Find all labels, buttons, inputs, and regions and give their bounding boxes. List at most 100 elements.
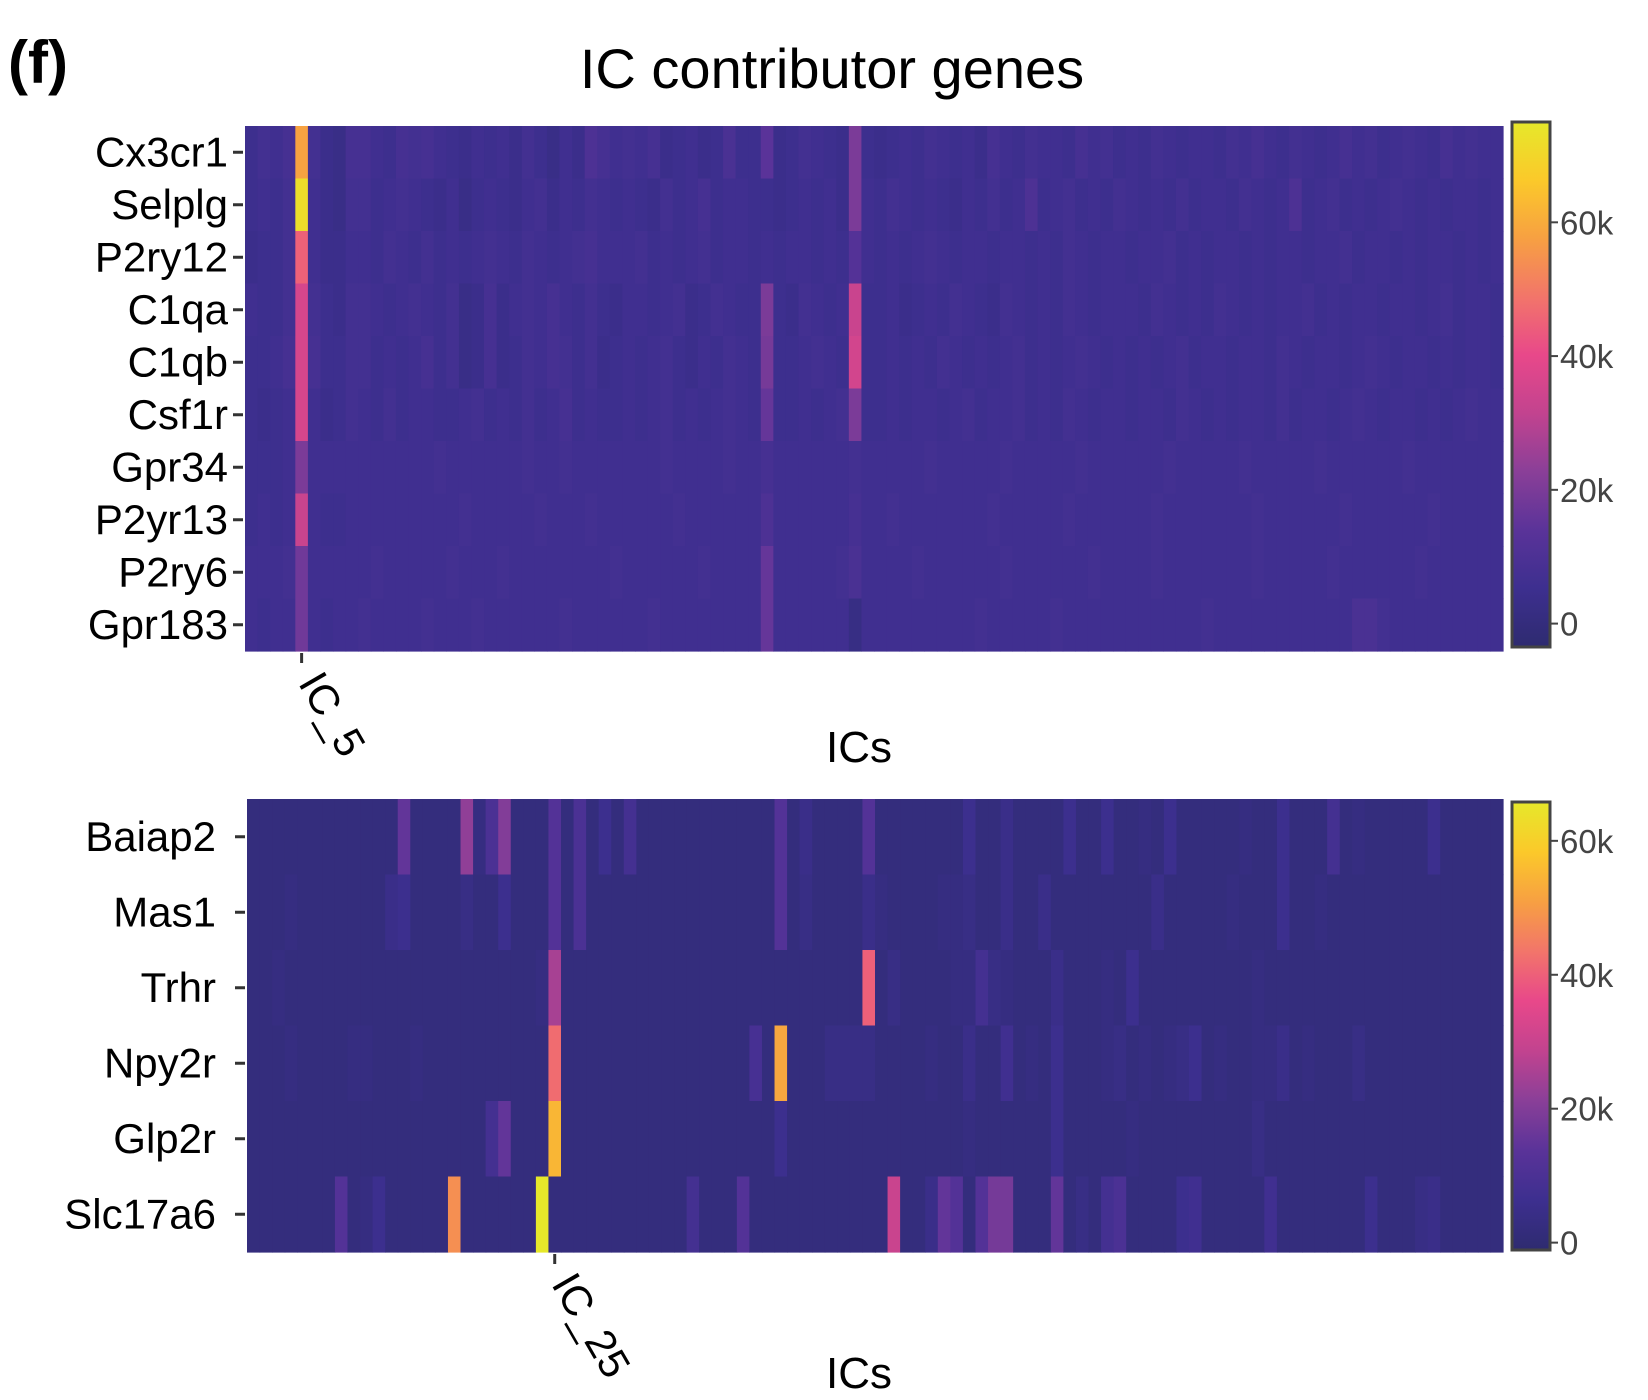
heatmap-cell <box>535 874 550 951</box>
heatmap-cell <box>573 950 587 1027</box>
heatmap-cell <box>270 546 284 600</box>
heatmap-cell <box>421 598 435 652</box>
heatmap-cell <box>598 874 612 951</box>
heatmap-cell <box>546 598 561 652</box>
heatmap-cell <box>1414 388 1429 442</box>
heatmap-cell <box>383 178 397 232</box>
heatmap-cell <box>862 874 876 951</box>
heatmap-cell <box>1037 546 1051 600</box>
heatmap-cell <box>875 1025 889 1102</box>
heatmap-cell <box>460 950 474 1027</box>
heatmap-cell <box>1050 1176 1064 1253</box>
heatmap-cell <box>648 1025 663 1102</box>
heatmap-cell <box>924 546 938 600</box>
heatmap-cell <box>245 493 259 547</box>
heatmap-cell <box>798 546 812 600</box>
heatmap-cell <box>1452 874 1466 951</box>
heatmap-cell <box>408 493 422 547</box>
heatmap-cell <box>874 231 888 285</box>
heatmap-cell <box>1301 388 1315 442</box>
heatmap-cell <box>999 336 1013 390</box>
heatmap-cell <box>484 283 498 337</box>
heatmap-cell <box>1075 598 1089 652</box>
heatmap-cell <box>435 1025 449 1102</box>
heatmap-cell <box>886 126 900 180</box>
heatmap-cell <box>1150 546 1164 600</box>
heatmap-cell <box>975 1176 989 1253</box>
heatmap-cell <box>987 231 1001 285</box>
heatmap-cell <box>949 546 963 600</box>
heatmap-cell <box>523 1101 537 1178</box>
heatmap-cell <box>334 799 349 876</box>
heatmap-cell <box>975 1101 989 1178</box>
heatmap-cell <box>1389 799 1404 876</box>
heatmap-cell <box>1326 178 1341 232</box>
heatmap-cell <box>761 1176 776 1253</box>
heatmap-cell <box>247 1176 261 1253</box>
heatmap-cell <box>333 336 347 390</box>
heatmap-cell <box>523 950 537 1027</box>
heatmap-cell <box>333 283 347 337</box>
heatmap-cell <box>586 950 600 1027</box>
heatmap-cell <box>1226 1101 1240 1178</box>
heatmap-cell <box>546 441 561 495</box>
heatmap-cell <box>1263 126 1278 180</box>
heatmap-cell <box>1326 283 1341 337</box>
row-label: Glp2r <box>113 1115 216 1162</box>
heatmap-cell <box>848 546 863 600</box>
heatmap-cell <box>760 126 774 180</box>
heatmap-cell <box>395 546 410 600</box>
heatmap-cell <box>1037 178 1051 232</box>
heatmap-cell <box>761 950 776 1027</box>
heatmap-cell <box>1440 231 1454 285</box>
heatmap-cell <box>1000 950 1014 1027</box>
heatmap-cell <box>446 546 460 600</box>
heatmap-cell <box>561 1176 575 1253</box>
heatmap-cell <box>1037 598 1051 652</box>
heatmap-cell <box>1377 388 1391 442</box>
heatmap-cell <box>1188 493 1202 547</box>
heatmap-cell <box>433 178 447 232</box>
heatmap-cell <box>1352 950 1366 1027</box>
heatmap-cell <box>358 178 372 232</box>
heatmap-cell <box>433 336 447 390</box>
heatmap-cell <box>1302 799 1316 876</box>
heatmap-cell <box>1427 126 1441 180</box>
heatmap-cell <box>322 1025 336 1102</box>
heatmap-cell <box>785 441 800 495</box>
heatmap-cell <box>458 493 473 547</box>
heatmap-cell <box>988 799 1002 876</box>
heatmap-cell <box>1189 1025 1203 1102</box>
heatmap-cell <box>874 441 888 495</box>
heatmap-cell <box>572 336 586 390</box>
heatmap-cell <box>798 231 812 285</box>
heatmap-cell <box>1088 874 1102 951</box>
heatmap-cell <box>498 1176 512 1253</box>
heatmap-cell <box>561 799 575 876</box>
heatmap-cell <box>1087 231 1102 285</box>
heatmap-cell <box>282 493 296 547</box>
heatmap-cell <box>485 1176 499 1253</box>
heatmap-cell <box>509 388 523 442</box>
heatmap-cell <box>1125 388 1139 442</box>
heatmap-cell <box>1201 126 1215 180</box>
heatmap-cell <box>257 441 271 495</box>
colorbar-tick-label: 20k <box>1560 1091 1614 1128</box>
heatmap-cell <box>521 231 535 285</box>
heatmap-cell <box>523 874 537 951</box>
heatmap-cell <box>724 799 738 876</box>
heatmap-cell <box>421 126 435 180</box>
heatmap-cell <box>559 178 573 232</box>
heatmap-cell <box>284 1025 298 1102</box>
heatmap-cell <box>1024 231 1039 285</box>
heatmap-cell <box>899 283 913 337</box>
heatmap-cell <box>1314 388 1328 442</box>
heatmap-cell <box>634 126 649 180</box>
heatmap-cell <box>559 126 573 180</box>
heatmap-cell <box>798 283 812 337</box>
heatmap-cell <box>1000 1176 1014 1253</box>
heatmap-cell <box>584 126 598 180</box>
heatmap-cell <box>284 874 298 951</box>
heatmap-cell <box>1000 799 1014 876</box>
heatmap-cell <box>974 441 988 495</box>
